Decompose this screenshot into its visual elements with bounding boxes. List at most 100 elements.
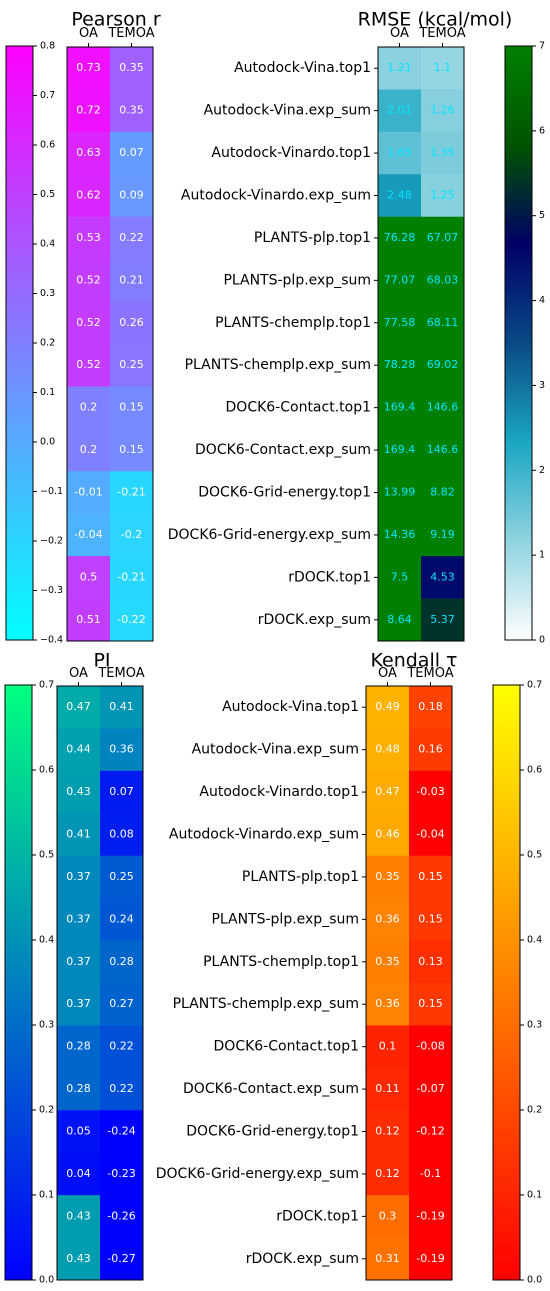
cell-value-label: 0.35: [119, 61, 144, 74]
cell-value-label: 0.41: [66, 828, 91, 841]
cell-value-label: 0.5: [80, 570, 98, 583]
cell-value-label: 2.01: [387, 104, 412, 117]
cell-value-label: 0.07: [119, 146, 144, 159]
colorbar-tick-label: 0.6: [39, 765, 54, 776]
cell-value-label: -0.21: [117, 570, 145, 583]
colorbar-tick-label: 0.4: [40, 239, 55, 250]
colorbar-tick-label: 0.3: [527, 1020, 542, 1031]
heatmap-cell: [421, 174, 465, 218]
cell-value-label: 0.15: [418, 870, 443, 883]
colorbar-tick-label: 3: [539, 380, 545, 391]
cell-value-label: -0.19: [416, 1252, 444, 1265]
heatmap-cell: [366, 813, 410, 857]
colorbar: [504, 45, 533, 641]
row-label: DOCK6-Grid-energy.exp_sum: [156, 1166, 359, 1182]
cell-value-label: 0.28: [66, 1040, 91, 1053]
colorbar-tick-label: 0.4: [527, 935, 542, 946]
colorbar-tick-label: 1: [539, 550, 545, 561]
heatmap-cell: [378, 216, 422, 260]
heatmap-cell: [100, 813, 144, 857]
cell-value-label: 0.26: [119, 316, 144, 329]
heatmap-cell: [67, 386, 111, 430]
heatmap-cell: [100, 898, 144, 942]
colorbar-tick-label: 6: [539, 125, 545, 136]
cell-value-label: 0.51: [76, 613, 101, 626]
colorbar: [492, 684, 521, 1281]
heatmap-cell: [57, 1067, 101, 1111]
cell-value-label: 0.49: [375, 700, 400, 713]
heatmap-cell: [366, 1067, 410, 1111]
heatmap-cell: [100, 1110, 144, 1154]
heatmap-cell: [100, 686, 144, 729]
heatmap-cell: [366, 1237, 410, 1281]
colorbar-tick-label: 0.5: [40, 189, 55, 200]
colorbar-tick-label: 0.0: [527, 1275, 542, 1286]
cell-value-label: 0.27: [109, 997, 134, 1010]
row-label: Autodock-Vina.top1: [222, 699, 359, 715]
heatmap-cell: [57, 728, 101, 772]
cell-value-label: 9.19: [430, 528, 455, 541]
row-label: DOCK6-Contact.exp_sum: [195, 442, 371, 458]
heatmap-cell: [100, 1152, 144, 1196]
colorbar-tick-label: 0.2: [40, 338, 55, 349]
heatmap-cell: [67, 598, 111, 642]
heatmap-cell: [67, 174, 111, 218]
heatmap-cell: [421, 471, 465, 515]
cell-value-label: -0.2: [121, 528, 142, 541]
column-label: OA: [378, 666, 397, 681]
cell-value-label: 0.15: [418, 997, 443, 1010]
cell-value-label: 0.16: [418, 743, 443, 756]
cell-value-label: -0.26: [107, 1209, 135, 1222]
heatmap-cell: [110, 47, 154, 90]
cell-value-label: 0.15: [119, 401, 144, 414]
heatmap-cell: [57, 855, 101, 899]
cell-value-label: 5.37: [430, 613, 455, 626]
cell-value-label: 76.28: [384, 231, 416, 244]
heatmap-cell: [409, 983, 453, 1026]
heatmap-cell: [421, 301, 465, 345]
colorbar: [5, 45, 34, 641]
heatmap-cell: [378, 47, 422, 90]
cell-value-label: -0.04: [416, 828, 444, 841]
cell-value-label: 68.03: [427, 273, 459, 286]
heatmap-cell: [110, 174, 154, 218]
heatmap-cell: [378, 386, 422, 430]
row-label: rDOCK.top1: [288, 569, 371, 585]
cell-value-label: 0.44: [66, 743, 91, 756]
heatmap-cell: [110, 386, 154, 430]
heatmap-cell: [57, 898, 101, 942]
colorbar-tick-label: 0.6: [40, 140, 55, 151]
heatmap-cell: [366, 1025, 410, 1069]
heatmap-cell: [366, 770, 410, 814]
heatmap-cell: [67, 556, 111, 600]
row-label: PLANTS-plp.exp_sum: [223, 272, 371, 288]
cell-value-label: 1.65: [387, 146, 412, 159]
cell-value-label: 0.28: [66, 1082, 91, 1095]
heatmap-border: [66, 46, 154, 642]
heatmap-cell: [110, 301, 154, 345]
cell-value-label: -0.27: [107, 1252, 135, 1265]
column-label: OA: [69, 666, 88, 681]
cell-value-label: 0.43: [66, 1252, 91, 1265]
cell-value-label: -0.01: [74, 486, 102, 499]
heatmap-cell: [421, 386, 465, 430]
heatmap-cell: [110, 556, 154, 600]
column-label: TEMOA: [418, 26, 465, 41]
heatmap-cell: [409, 770, 453, 814]
heatmap-cell: [366, 940, 410, 984]
cell-value-label: 0.48: [375, 743, 400, 756]
heatmap-cell: [378, 556, 422, 600]
heatmap-cell: [421, 89, 465, 133]
colorbar-tick-label: 0.1: [39, 1190, 54, 1201]
colorbar-tick-label: 0.1: [40, 387, 55, 398]
heatmap-cell: [110, 131, 154, 175]
cell-value-label: 0.63: [76, 146, 101, 159]
colorbar-tick-label: 0.6: [527, 765, 542, 776]
heatmap-cell: [110, 428, 154, 472]
colorbar-tick-label: 0.3: [39, 1020, 54, 1031]
cell-value-label: 0.52: [76, 316, 101, 329]
colorbar-tick-label: 0.4: [39, 935, 54, 946]
cell-value-label: 0.35: [375, 955, 400, 968]
heatmap-cell: [100, 1067, 144, 1111]
colorbar-tick-label: −0.4: [40, 635, 63, 646]
